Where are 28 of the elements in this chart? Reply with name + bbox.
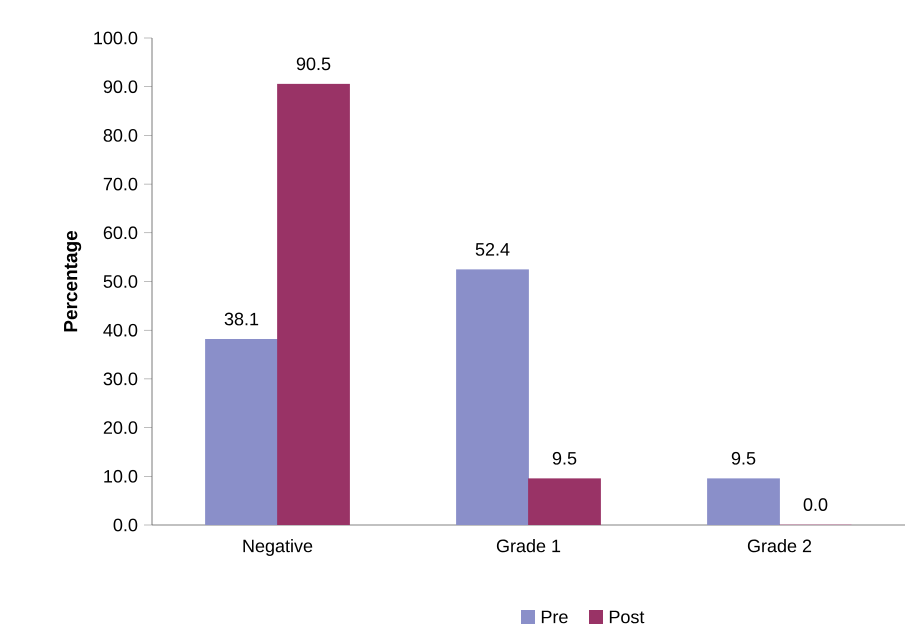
legend-label: Pre bbox=[542, 610, 568, 624]
y-tick-label: 100.0 bbox=[94, 32, 138, 44]
y-axis-title: Percentage bbox=[64, 230, 82, 332]
y-tick-label: 30.0 bbox=[104, 372, 138, 386]
y-tick-label: 90.0 bbox=[104, 80, 138, 94]
bar bbox=[707, 478, 780, 525]
bar bbox=[277, 84, 350, 525]
y-tick-label: 50.0 bbox=[104, 275, 138, 288]
y-tick-label: 70.0 bbox=[104, 178, 138, 190]
y-tick-label: 80.0 bbox=[104, 129, 138, 142]
bar bbox=[528, 478, 601, 525]
data-label: 9.5 bbox=[552, 452, 576, 465]
x-tick-label: Grade 2 bbox=[748, 539, 812, 552]
y-tick-label: 0.0 bbox=[114, 518, 138, 532]
x-tick-label: Grade 1 bbox=[496, 539, 560, 552]
bar bbox=[456, 269, 529, 525]
data-label: 90.5 bbox=[296, 57, 330, 70]
data-label: 52.4 bbox=[476, 242, 510, 256]
x-tick-label: Negative bbox=[243, 539, 312, 556]
y-tick-label: 60.0 bbox=[104, 226, 138, 240]
y-tick-label: 20.0 bbox=[104, 421, 138, 434]
data-label: 38.1 bbox=[224, 312, 258, 326]
legend-label: Post bbox=[610, 610, 644, 624]
data-label: 9.5 bbox=[732, 452, 756, 465]
data-label: 0.0 bbox=[804, 498, 828, 511]
y-tick-label: 40.0 bbox=[103, 324, 138, 337]
bar bbox=[205, 339, 278, 525]
y-tick-label: 10.0 bbox=[104, 470, 138, 483]
